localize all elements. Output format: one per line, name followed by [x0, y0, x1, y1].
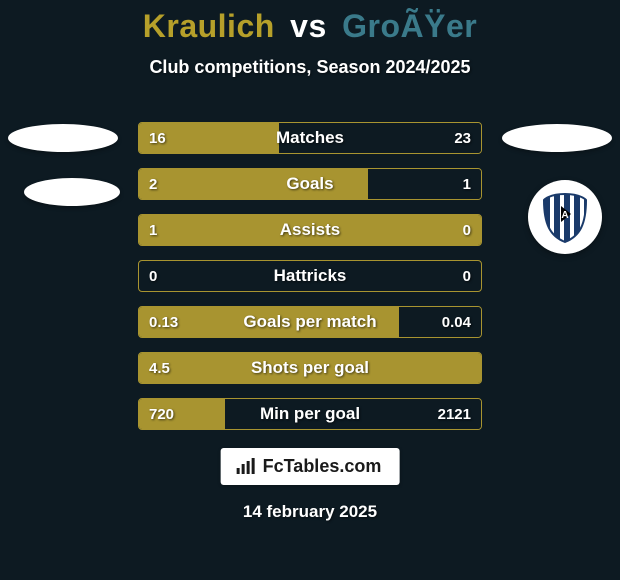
- stat-row: 1623Matches: [138, 122, 482, 154]
- club-logo-svg: A: [536, 188, 594, 246]
- stat-row: 7202121Min per goal: [138, 398, 482, 430]
- bar-left-fill: [139, 353, 481, 383]
- stat-value-right: 0: [463, 261, 471, 291]
- bar-right-fill: [279, 123, 481, 153]
- chart-icon: [235, 458, 257, 476]
- brand-text: FcTables.com: [263, 456, 382, 477]
- stat-value-left: 0: [149, 261, 157, 291]
- date-text: 14 february 2025: [0, 502, 620, 522]
- svg-text:A: A: [561, 210, 568, 221]
- bar-left-fill: [139, 123, 279, 153]
- player1-name: Kraulich: [143, 8, 275, 44]
- player2-name: GroÃŸer: [342, 8, 477, 44]
- bar-left-fill: [139, 215, 481, 245]
- stats-bars: 1623Matches 21Goals 10Assists 0 0Hattricks 0.…: [138, 122, 482, 444]
- brand-badge[interactable]: FcTables.com: [221, 448, 400, 485]
- bar-right-fill: [368, 169, 481, 199]
- bar-right-fill: [399, 307, 481, 337]
- comparison-card: Kraulich vs GroÃŸer Club competitions, S…: [0, 0, 620, 580]
- stat-row: 10Assists: [138, 214, 482, 246]
- stat-row: 0.130.04Goals per match: [138, 306, 482, 338]
- club-logo: A: [528, 180, 602, 254]
- stat-row: 0 0Hattricks: [138, 260, 482, 292]
- bar-left-fill: [139, 307, 399, 337]
- avatar-placeholder-right-1: [502, 124, 612, 152]
- bar-left-fill: [139, 169, 368, 199]
- bar-left-fill: [139, 399, 225, 429]
- bar-right-fill: [225, 399, 482, 429]
- stat-label: Hattricks: [139, 261, 481, 291]
- avatar-placeholder-left-2: [24, 178, 120, 206]
- subtitle: Club competitions, Season 2024/2025: [0, 57, 620, 78]
- avatar-placeholder-left-1: [8, 124, 118, 152]
- page-title: Kraulich vs GroÃŸer: [0, 8, 620, 45]
- stat-row: 4.5Shots per goal: [138, 352, 482, 384]
- title-vs: vs: [290, 8, 327, 44]
- stat-row: 21Goals: [138, 168, 482, 200]
